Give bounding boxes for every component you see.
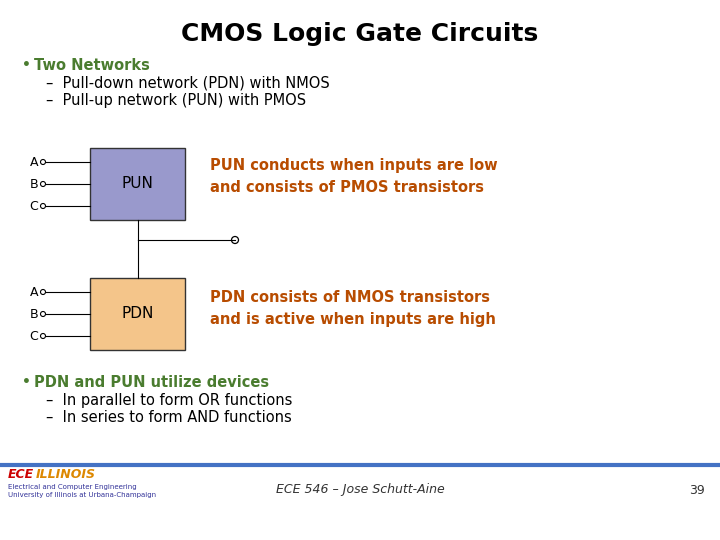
Text: A: A [30,286,38,299]
Text: PDN and PUN utilize devices: PDN and PUN utilize devices [34,375,269,390]
Text: PDN: PDN [121,307,153,321]
Text: Electrical and Computer Engineering: Electrical and Computer Engineering [8,484,137,490]
Bar [90,278,185,350]
Text: 39: 39 [689,483,705,496]
Text: –  In series to form AND functions: – In series to form AND functions [46,410,292,425]
Bar [90,148,185,220]
Text: C: C [30,199,38,213]
Text: B: B [30,307,38,321]
Text: –  In parallel to form OR functions: – In parallel to form OR functions [46,393,292,408]
Text: A: A [30,156,38,168]
Text: PUN: PUN [122,177,153,192]
Text: PUN conducts when inputs are low
and consists of PMOS transistors: PUN conducts when inputs are low and con… [210,158,498,195]
Text: ECE: ECE [8,468,34,481]
Text: ILLINOIS: ILLINOIS [36,468,96,481]
Text: PDN consists of NMOS transistors
and is active when inputs are high: PDN consists of NMOS transistors and is … [210,290,496,327]
Text: Two Networks: Two Networks [34,58,150,73]
Text: –  Pull-down network (PDN) with NMOS: – Pull-down network (PDN) with NMOS [46,76,330,91]
Text: –  Pull-up network (PUN) with PMOS: – Pull-up network (PUN) with PMOS [46,93,306,108]
Text: University of Illinois at Urbana-Champaign: University of Illinois at Urbana-Champai… [8,492,156,498]
Text: C: C [30,329,38,342]
Text: •: • [22,375,31,389]
Text: •: • [22,58,31,72]
Text: CMOS Logic Gate Circuits: CMOS Logic Gate Circuits [181,22,539,46]
Text: B: B [30,178,38,191]
Text: ECE 546 – Jose Schutt-Aine: ECE 546 – Jose Schutt-Aine [276,483,444,496]
